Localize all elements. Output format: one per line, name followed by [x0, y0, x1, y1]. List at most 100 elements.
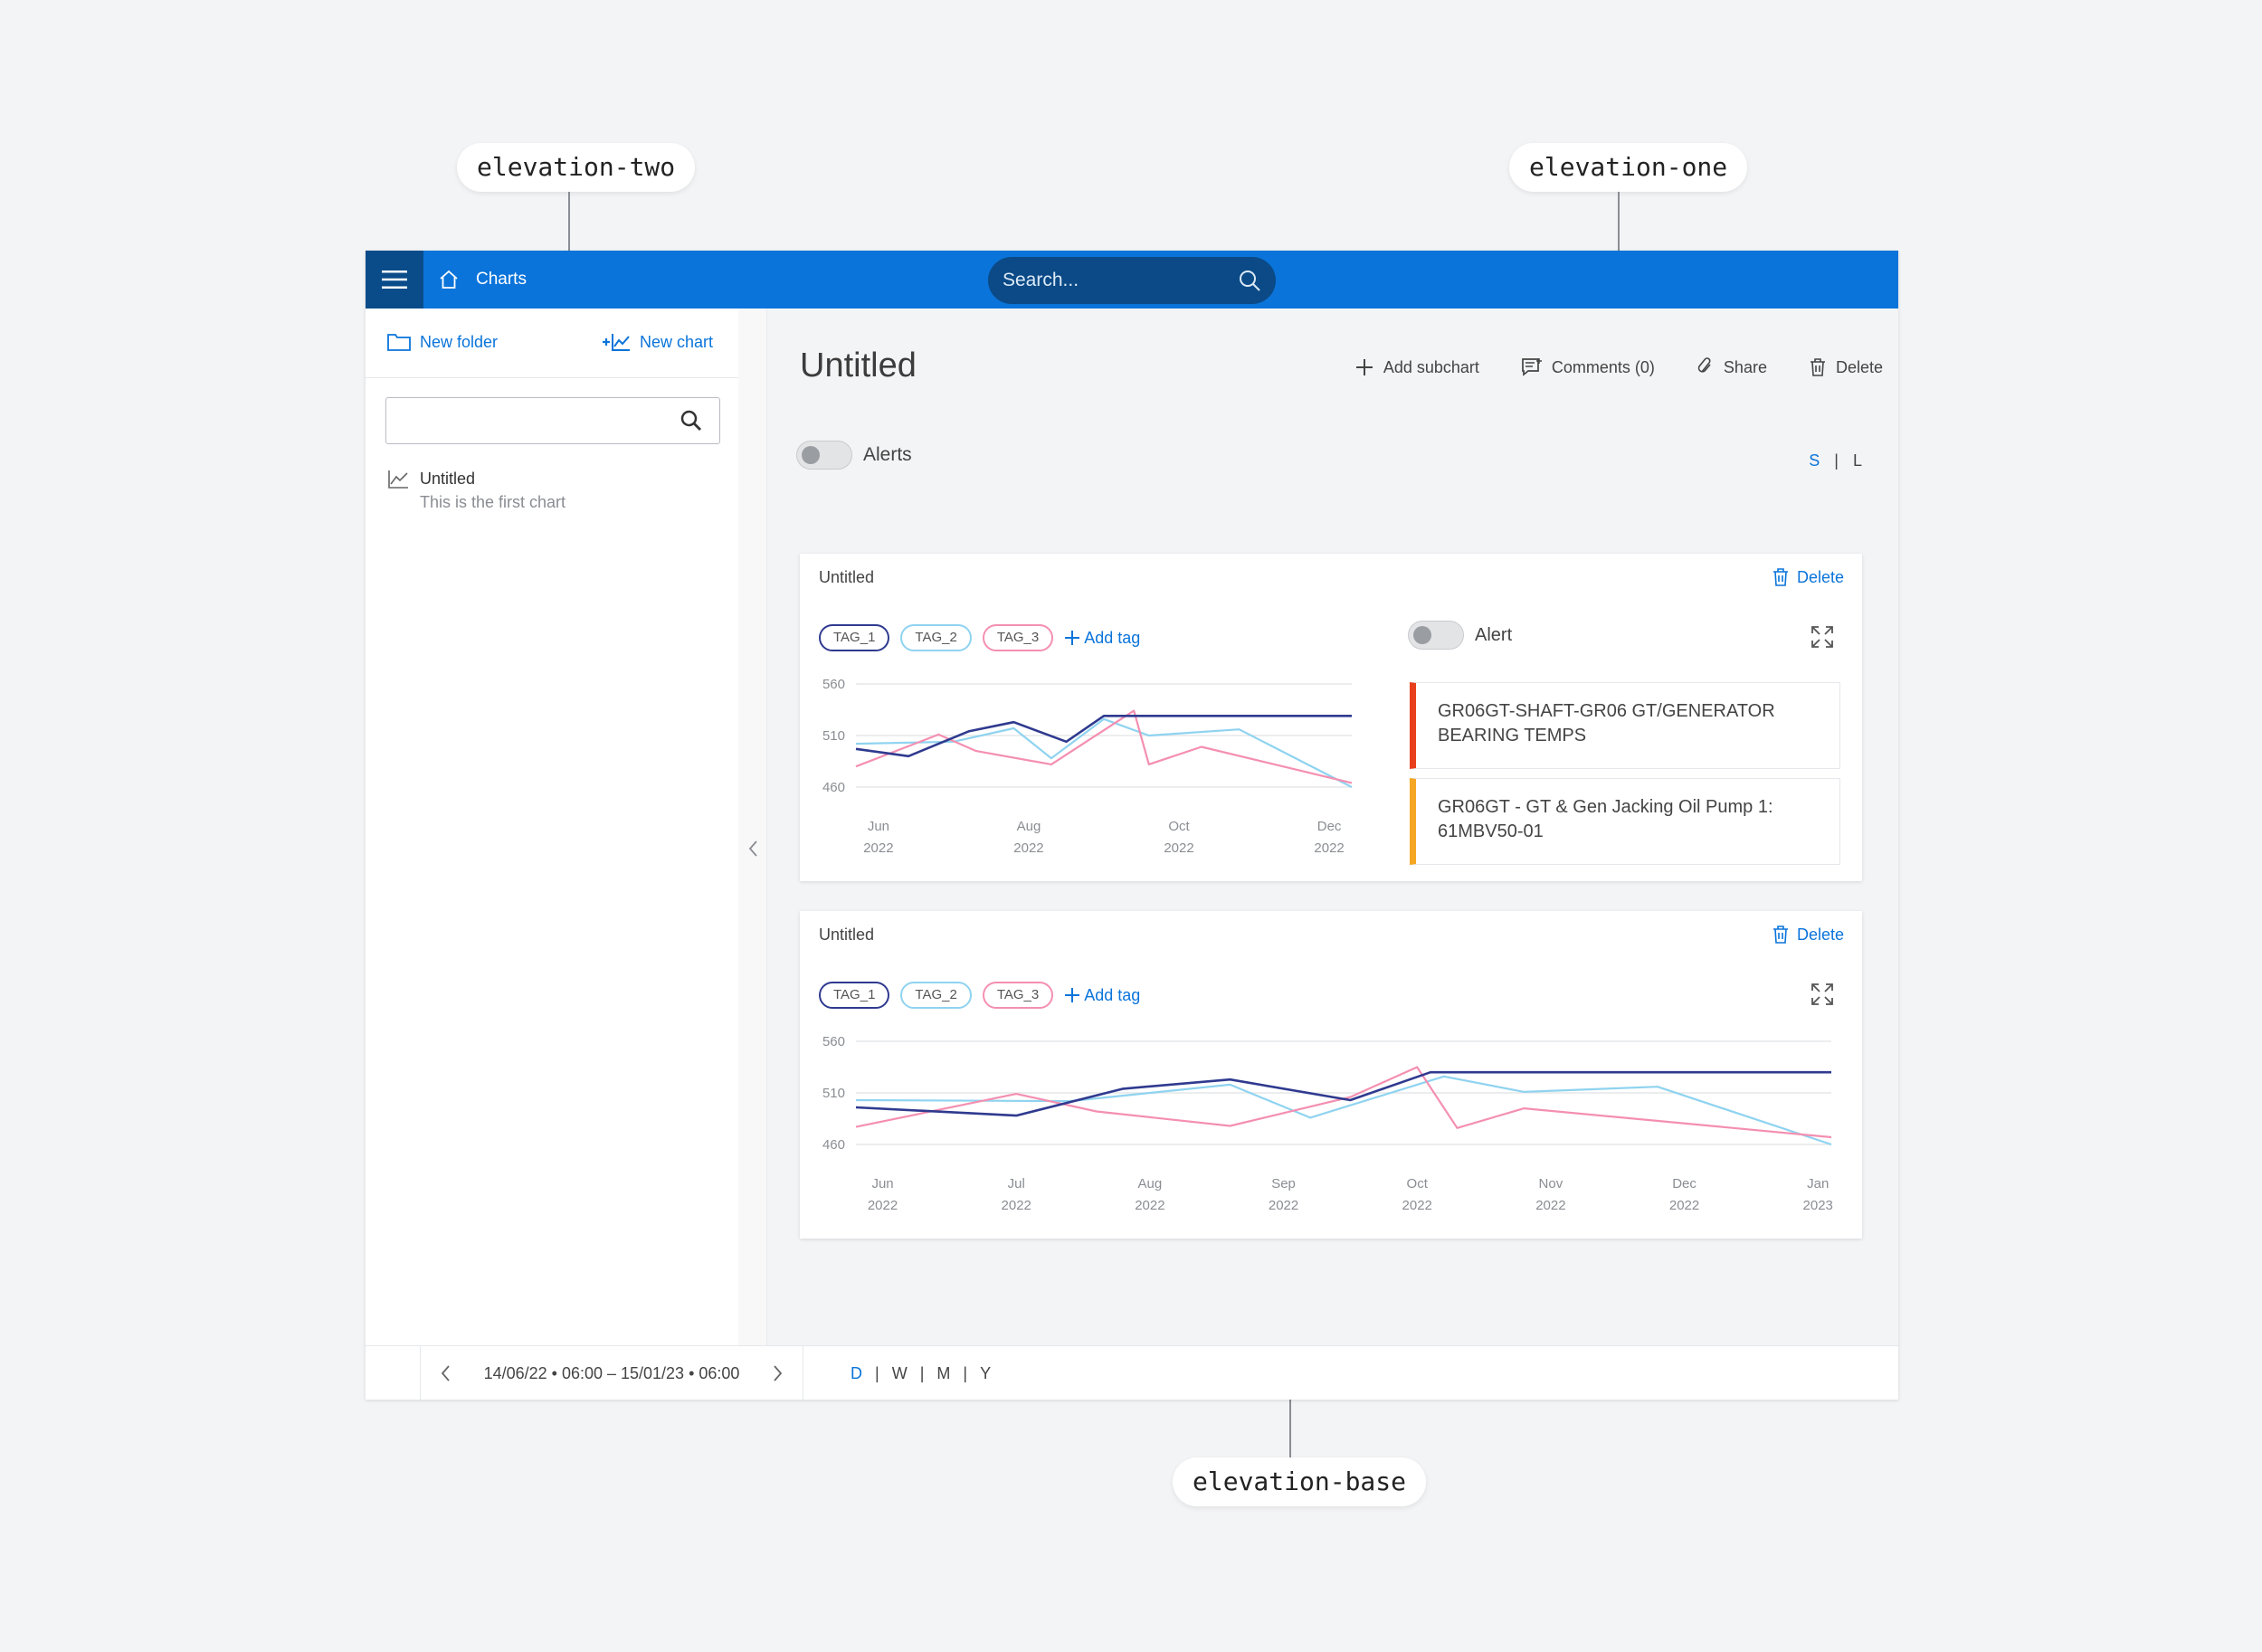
y-tick-label: 460: [822, 780, 845, 795]
card-delete-button[interactable]: Delete: [1772, 567, 1844, 587]
granularity-year[interactable]: Y: [980, 1363, 992, 1382]
share-button[interactable]: Share: [1696, 357, 1767, 377]
chart-card: Untitled Delete TAG_1 TAG_2 TAG_3 Add ta…: [800, 911, 1862, 1239]
search-icon[interactable]: [1238, 269, 1261, 292]
tag-chip[interactable]: TAG_3: [982, 624, 1054, 651]
date-range-selector: 14/06/22 • 06:00 – 15/01/23 • 06:00: [420, 1346, 803, 1400]
callout-elevation-base: elevation-base: [1173, 1457, 1427, 1506]
add-tag-button[interactable]: Add tag: [1064, 986, 1140, 1005]
x-tick-label: 2023: [1803, 1198, 1833, 1213]
alert-toggle[interactable]: [1408, 621, 1464, 650]
card-delete-label: Delete: [1796, 925, 1844, 944]
tag-chip[interactable]: TAG_1: [819, 982, 890, 1009]
delete-button[interactable]: Delete: [1809, 357, 1883, 377]
add-tag-label: Add tag: [1084, 628, 1141, 647]
alert-item-line: GR06GT-SHAFT-GR06 GT/GENERATOR: [1438, 701, 1775, 721]
y-tick-label: 460: [822, 1137, 845, 1153]
breadcrumb[interactable]: Charts: [438, 251, 527, 309]
x-tick-label: 2022: [1013, 840, 1043, 856]
alerts-label: Alerts: [863, 444, 912, 465]
card-delete-button[interactable]: Delete: [1772, 925, 1844, 945]
granularity-week[interactable]: W: [891, 1363, 908, 1382]
callout-elevation-two: elevation-two: [457, 143, 696, 192]
granularity-day[interactable]: D: [851, 1363, 862, 1382]
line-chart: 560 510 460 Jun 2022 Jul 2022 Aug 2022 Sep 2022 Oct…: [822, 1034, 1833, 1213]
x-tick-label: 2022: [1135, 1198, 1164, 1213]
add-tag-button[interactable]: Add tag: [1064, 629, 1140, 648]
tag-chip[interactable]: TAG_3: [982, 982, 1054, 1009]
x-tick-label: Aug: [1138, 1176, 1163, 1192]
y-tick-label: 510: [822, 1086, 845, 1101]
chevron-left-icon[interactable]: [746, 839, 759, 859]
sidebar-search-input[interactable]: [385, 397, 720, 444]
series-line-tag-3: [855, 1066, 1832, 1139]
divider: [366, 377, 738, 378]
x-tick-label: Jan: [1807, 1176, 1829, 1192]
share-label: Share: [1723, 357, 1767, 376]
breadcrumb-charts[interactable]: Charts: [476, 270, 527, 289]
menu-button[interactable]: [366, 251, 423, 309]
alert-item[interactable]: GR06GT-SHAFT-GR06 GT/GENERATOR BEARING T…: [1410, 682, 1840, 769]
add-subchart-label: Add subchart: [1383, 357, 1479, 376]
granularity-separator: |: [875, 1363, 879, 1382]
series-line-tag-1: [855, 1070, 1831, 1117]
x-tick-label: 2022: [1535, 1198, 1565, 1213]
new-folder-button[interactable]: New folder: [387, 332, 498, 352]
chevron-left-icon[interactable]: [439, 1363, 451, 1383]
comments-button[interactable]: Comments (0): [1521, 357, 1655, 377]
expand-icon[interactable]: [1810, 624, 1835, 650]
alert-item-line: 61MBV50-01: [1438, 821, 1544, 841]
size-option-s[interactable]: S: [1809, 451, 1820, 470]
series-line-tag-2: [855, 717, 1353, 788]
plus-icon: [1355, 359, 1373, 375]
sidebar-collapse-handle[interactable]: [738, 309, 767, 1345]
granularity-toggle: D | W | M | Y: [851, 1346, 991, 1400]
line-chart: 560 510 460 Jun 2022 Aug 2022 Oct 2022 Dec 2022: [822, 677, 1353, 856]
folder-icon: [387, 334, 411, 351]
top-bar: Charts Search...: [366, 251, 1898, 309]
x-tick-label: Aug: [1017, 819, 1041, 834]
tag-chip[interactable]: TAG_1: [819, 624, 890, 651]
trash-icon: [1810, 358, 1825, 376]
series-line-tag-3: [855, 709, 1353, 784]
toggle-knob: [1413, 626, 1431, 644]
x-tick-label: Jul: [1008, 1176, 1025, 1192]
comment-icon: [1522, 358, 1542, 376]
card-delete-label: Delete: [1796, 567, 1844, 586]
card-title: Untitled: [819, 568, 875, 586]
size-toggle: S | L: [1809, 451, 1862, 470]
add-subchart-button[interactable]: Add subchart: [1354, 357, 1479, 377]
granularity-separator: |: [919, 1363, 925, 1382]
tag-chip[interactable]: TAG_2: [900, 624, 972, 651]
x-tick-label: Dec: [1317, 819, 1342, 834]
plus-icon: [1065, 988, 1080, 1002]
size-option-l[interactable]: L: [1852, 451, 1862, 470]
alert-item-line: BEARING TEMPS: [1438, 726, 1587, 745]
x-tick-label: 2022: [1164, 840, 1193, 856]
x-tick-label: 2022: [863, 840, 893, 856]
search-input[interactable]: Search...: [988, 257, 1276, 304]
chevron-right-icon[interactable]: [772, 1363, 784, 1383]
sidebar-actions: New folder New chart: [387, 332, 713, 352]
x-tick-label: Nov: [1539, 1176, 1563, 1192]
x-tick-label: Oct: [1168, 819, 1190, 834]
x-tick-label: Jun: [871, 1176, 893, 1192]
chart-list-item-title: Untitled: [420, 470, 476, 488]
x-tick-label: 2022: [1402, 1198, 1432, 1213]
x-tick-label: 2022: [1002, 1198, 1031, 1213]
add-tag-label: Add tag: [1084, 985, 1141, 1004]
x-tick-label: 2022: [1269, 1198, 1298, 1213]
x-tick-label: 2022: [1314, 840, 1344, 856]
expand-icon[interactable]: [1810, 982, 1835, 1007]
tag-chip[interactable]: TAG_2: [900, 982, 972, 1009]
granularity-month[interactable]: M: [936, 1363, 951, 1382]
alert-item[interactable]: GR06GT - GT & Gen Jacking Oil Pump 1: 61…: [1410, 778, 1840, 865]
line-chart-icon: [388, 470, 408, 489]
alerts-toggle[interactable]: [796, 441, 852, 470]
new-chart-button[interactable]: New chart: [602, 332, 713, 352]
search-icon[interactable]: [680, 409, 703, 432]
date-range-label[interactable]: 14/06/22 • 06:00 – 15/01/23 • 06:00: [483, 1363, 740, 1382]
home-icon: [440, 270, 458, 289]
trash-icon: [1773, 568, 1788, 586]
y-tick-label: 510: [822, 728, 845, 744]
